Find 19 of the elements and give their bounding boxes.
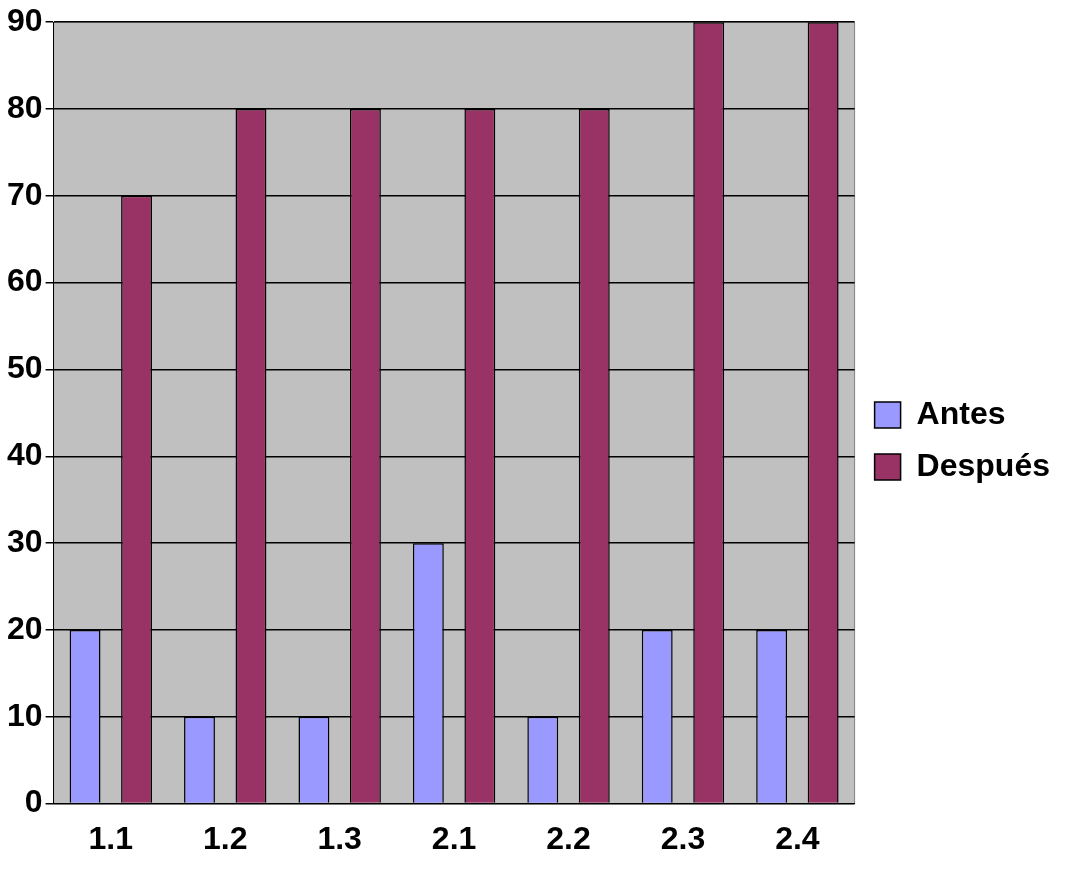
y-tick-label: 50 — [7, 349, 43, 386]
y-tick-label: 40 — [7, 436, 43, 473]
x-tick-label: 2.3 — [660, 819, 706, 856]
x-tick-label: 1.3 — [317, 819, 362, 856]
x-tick-label: 1.1 — [88, 819, 134, 856]
legend-label: Antes — [916, 394, 1006, 431]
y-tick-label: 90 — [7, 2, 43, 39]
y-tick-label: 10 — [7, 696, 43, 733]
y-tick-label: 20 — [7, 609, 43, 646]
x-tick-label: 1.2 — [203, 819, 248, 856]
x-tick-label: 2.1 — [431, 819, 477, 856]
y-tick-label: 0 — [24, 783, 43, 820]
legend-label: Después — [916, 446, 1050, 483]
x-tick-label: 2.2 — [546, 819, 591, 856]
y-tick-label: 60 — [7, 262, 43, 299]
y-tick-label: 80 — [7, 88, 43, 125]
y-tick-label: 70 — [7, 175, 43, 212]
y-tick-label: 30 — [7, 522, 43, 559]
x-tick-label: 2.4 — [775, 819, 820, 856]
